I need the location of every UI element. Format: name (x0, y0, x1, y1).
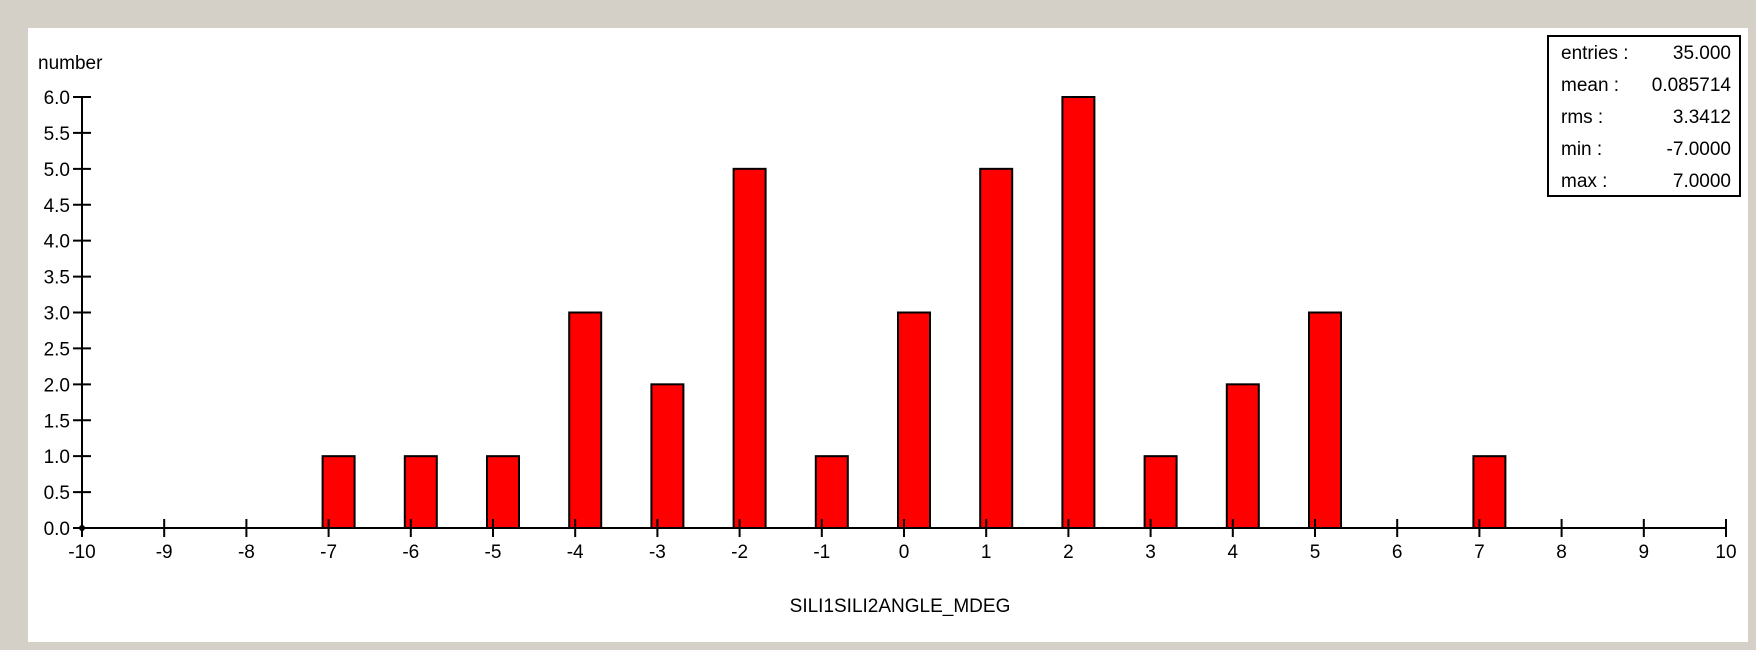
stat-rms-value: 3.3412 (1672, 107, 1731, 128)
x-tick-label-8: 8 (1556, 542, 1567, 563)
y-tick-label-4.0: 4.0 (44, 232, 70, 253)
y-tick-label-4.5: 4.5 (44, 196, 70, 217)
x-tick-label--2: -2 (731, 542, 748, 563)
bar-5 (1308, 311, 1342, 529)
stat-rms: rms : 3.3412 (1561, 107, 1731, 137)
bars-layer (321, 96, 1507, 530)
x-tick-label-6: 6 (1392, 542, 1403, 563)
y-tick-label-2.0: 2.0 (44, 375, 70, 396)
stat-min: min : -7.0000 (1561, 139, 1731, 169)
bar-1 (979, 167, 1014, 529)
plot-panel (28, 28, 1748, 642)
x-tick-label-10: 10 (1715, 542, 1736, 563)
bar-0 (897, 311, 931, 529)
bar-2 (1061, 96, 1096, 529)
stat-mean: mean : 0.085714 (1561, 75, 1731, 105)
x-tick-label--3: -3 (649, 542, 666, 563)
x-tick-label--10: -10 (68, 542, 95, 563)
x-tick-label--5: -5 (485, 542, 502, 563)
bar--4 (568, 311, 603, 529)
x-tick-label-1: 1 (981, 542, 992, 563)
y-tick-label-3.5: 3.5 (44, 268, 70, 289)
x-tick-label--8: -8 (238, 542, 255, 563)
stat-min-label: min : (1561, 139, 1603, 160)
bar--3 (650, 383, 685, 530)
statistics-box: entries : 35.000 mean : 0.085714 rms : 3… (1547, 35, 1741, 197)
y-tick-label-2.5: 2.5 (44, 339, 70, 360)
bar--7 (321, 455, 356, 529)
y-tick-label-3.0: 3.0 (44, 304, 70, 325)
x-tick-label-5: 5 (1310, 542, 1321, 563)
axes-layer: -10 -9 -8 -7 -6 -5 -4 -3 -2 -1 0 1 2 3 4 5 6 7 8 9 100.00.51… (44, 88, 1737, 563)
bar-3 (1143, 455, 1178, 529)
bar-4 (1225, 383, 1260, 530)
stat-max-value: 7.0000 (1672, 171, 1731, 192)
x-axis-label: SILI1SILI2ANGLE_MDEG (790, 596, 1011, 617)
stat-max-label: max : (1561, 171, 1608, 192)
y-tick-label-1.0: 1.0 (44, 447, 70, 468)
bar-7 (1472, 455, 1507, 529)
y-axis-label: number (38, 53, 103, 74)
bar--5 (486, 455, 520, 529)
bar--6 (403, 455, 438, 529)
stat-mean-label: mean : (1561, 75, 1620, 96)
y-tick-label-0.5: 0.5 (44, 483, 70, 504)
y-tick-label-5.5: 5.5 (44, 124, 70, 145)
x-tick-label-2: 2 (1063, 542, 1074, 563)
x-tick-label--4: -4 (567, 542, 584, 563)
x-tick-label--9: -9 (156, 542, 173, 563)
stat-rms-label: rms : (1561, 107, 1604, 128)
bar--2 (732, 167, 767, 529)
stat-max: max : 7.0000 (1561, 171, 1731, 201)
x-tick-label-0: 0 (899, 542, 910, 563)
y-tick-label-0.0: 0.0 (44, 519, 70, 540)
y-tick-label-6.0: 6.0 (44, 88, 70, 109)
stat-entries-value: 35.000 (1672, 43, 1731, 64)
stat-mean-value: 0.085714 (1651, 75, 1731, 96)
stat-entries: entries : 35.000 (1561, 43, 1731, 73)
y-tick-label-1.5: 1.5 (44, 411, 70, 432)
x-tick-label-4: 4 (1228, 542, 1239, 563)
bar--1 (814, 455, 849, 529)
x-tick-label-9: 9 (1639, 542, 1650, 563)
x-tick-label-3: 3 (1145, 542, 1156, 563)
stat-entries-label: entries : (1561, 43, 1629, 64)
stat-min-value: -7.0000 (1666, 139, 1731, 160)
x-tick-label--6: -6 (402, 542, 419, 563)
y-tick-label-5.0: 5.0 (44, 160, 70, 181)
x-tick-label--1: -1 (813, 542, 830, 563)
x-tick-label--7: -7 (320, 542, 337, 563)
x-tick-label-7: 7 (1474, 542, 1485, 563)
